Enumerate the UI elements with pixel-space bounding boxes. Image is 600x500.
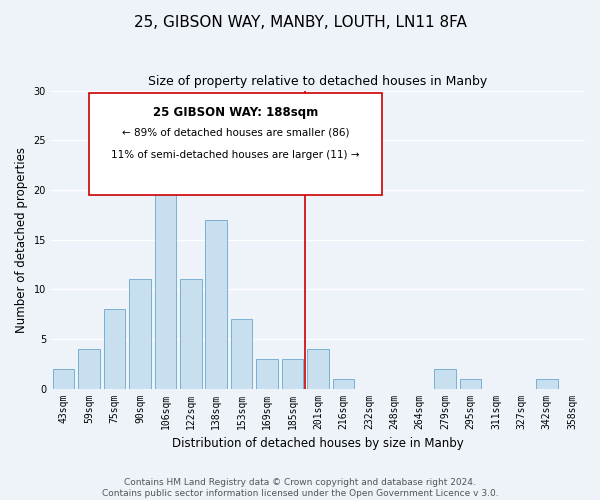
- Title: Size of property relative to detached houses in Manby: Size of property relative to detached ho…: [148, 75, 488, 88]
- Bar: [180, 280, 202, 388]
- Bar: [53, 368, 74, 388]
- Bar: [256, 359, 278, 388]
- Text: ← 89% of detached houses are smaller (86): ← 89% of detached houses are smaller (86…: [122, 128, 349, 138]
- Text: 25, GIBSON WAY, MANBY, LOUTH, LN11 8FA: 25, GIBSON WAY, MANBY, LOUTH, LN11 8FA: [134, 15, 466, 30]
- Bar: [104, 309, 125, 388]
- Bar: [307, 349, 329, 389]
- Bar: [78, 349, 100, 389]
- Text: Contains HM Land Registry data © Crown copyright and database right 2024.
Contai: Contains HM Land Registry data © Crown c…: [101, 478, 499, 498]
- Text: 25 GIBSON WAY: 188sqm: 25 GIBSON WAY: 188sqm: [152, 106, 318, 119]
- Bar: [129, 280, 151, 388]
- Bar: [434, 368, 456, 388]
- Bar: [231, 319, 253, 388]
- Bar: [460, 378, 481, 388]
- Bar: [536, 378, 557, 388]
- X-axis label: Distribution of detached houses by size in Manby: Distribution of detached houses by size …: [172, 437, 464, 450]
- Text: 11% of semi-detached houses are larger (11) →: 11% of semi-detached houses are larger (…: [111, 150, 359, 160]
- Bar: [205, 220, 227, 388]
- Bar: [282, 359, 304, 388]
- FancyBboxPatch shape: [89, 92, 382, 195]
- Y-axis label: Number of detached properties: Number of detached properties: [15, 146, 28, 332]
- Bar: [155, 160, 176, 388]
- Bar: [332, 378, 354, 388]
